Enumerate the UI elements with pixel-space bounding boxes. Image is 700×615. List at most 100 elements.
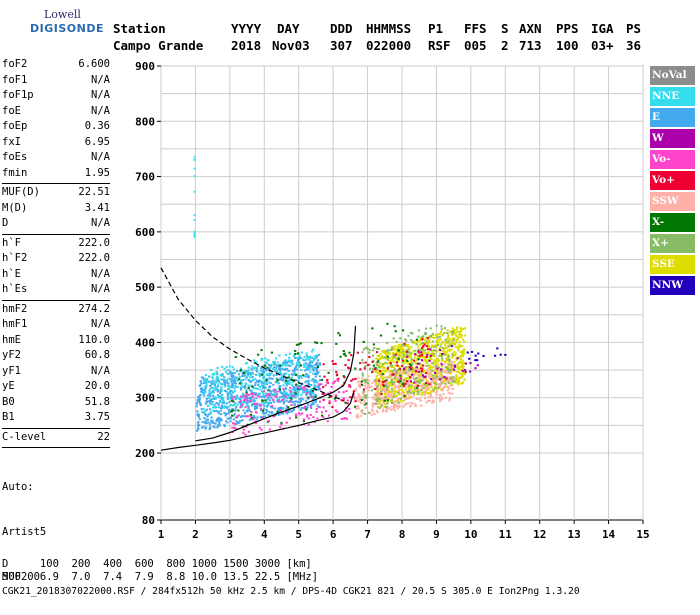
- echo-point: [287, 376, 290, 379]
- echo-point: [456, 381, 459, 384]
- header-value: 03+: [591, 38, 614, 53]
- echo-point: [460, 361, 463, 364]
- echo-point: [456, 364, 459, 367]
- echo-point: [208, 393, 211, 396]
- echo-point: [399, 372, 402, 374]
- echo-point: [227, 412, 230, 415]
- echo-point: [307, 380, 310, 382]
- echo-point: [446, 366, 449, 369]
- echo-point: [216, 375, 219, 378]
- echo-point: [264, 386, 267, 389]
- echo-point: [246, 397, 249, 400]
- echo-point: [359, 395, 362, 398]
- echo-point: [212, 406, 215, 409]
- echo-point: [428, 341, 431, 344]
- echo-point: [375, 370, 378, 373]
- echo-point: [402, 354, 405, 357]
- echo-point: [432, 388, 435, 391]
- echo-point: [317, 385, 320, 388]
- echo-point: [264, 412, 267, 415]
- echo-point: [438, 369, 441, 372]
- echo-point: [318, 384, 321, 387]
- echo-point: [464, 373, 467, 375]
- legend-item: Vo+: [650, 171, 695, 190]
- echo-point: [380, 371, 383, 374]
- echo-point: [378, 369, 381, 372]
- echo-point: [409, 380, 412, 383]
- echo-point: [417, 389, 420, 392]
- echo-point: [264, 387, 267, 390]
- echo-point: [312, 399, 315, 402]
- echo-point: [273, 390, 276, 392]
- echo-point: [325, 410, 328, 413]
- echo-point: [214, 387, 217, 390]
- echo-point: [414, 370, 417, 373]
- echo-point: [236, 394, 239, 397]
- echo-point: [365, 387, 368, 390]
- echo-point: [446, 378, 449, 381]
- echo-point: [394, 371, 397, 374]
- echo-point: [364, 404, 367, 406]
- echo-point: [410, 383, 414, 386]
- echo-point: [285, 394, 288, 397]
- echo-point: [476, 364, 479, 367]
- echo-point: [404, 378, 408, 381]
- echo-point: [203, 411, 206, 414]
- echo-point: [425, 336, 429, 339]
- echo-point: [395, 370, 398, 373]
- echo-point: [361, 409, 364, 412]
- echo-point: [386, 402, 389, 405]
- echo-point: [415, 343, 418, 346]
- echo-point: [265, 383, 268, 386]
- echo-point: [230, 381, 233, 383]
- echo-point: [299, 413, 302, 416]
- echo-point: [453, 370, 456, 373]
- echo-point: [427, 388, 430, 391]
- echo-point: [357, 377, 360, 380]
- echo-point: [378, 391, 381, 394]
- echo-point: [331, 406, 334, 408]
- echo-point: [422, 383, 425, 386]
- echo-point: [307, 383, 310, 386]
- echo-point: [391, 358, 394, 361]
- echo-point: [371, 381, 374, 384]
- echo-point: [426, 337, 429, 340]
- echo-point: [419, 389, 422, 392]
- echo-point: [366, 347, 369, 350]
- echo-point: [391, 352, 394, 355]
- echo-point: [301, 412, 304, 415]
- echo-point: [432, 355, 435, 358]
- echo-point: [380, 399, 383, 402]
- echo-point: [380, 372, 383, 375]
- echo-point: [278, 387, 281, 390]
- echo-point: [401, 383, 404, 386]
- echo-point: [439, 368, 443, 371]
- echo-point: [397, 349, 400, 352]
- echo-point: [266, 401, 269, 404]
- echo-point: [311, 389, 314, 392]
- echo-point: [406, 392, 409, 395]
- echo-point: [397, 378, 400, 381]
- echo-point: [263, 380, 266, 383]
- echo-point: [248, 409, 251, 412]
- echo-point: [443, 371, 446, 374]
- echo-point: [274, 395, 277, 398]
- echo-point: [272, 400, 276, 403]
- echo-point: [279, 410, 282, 413]
- echo-point: [323, 375, 326, 378]
- echo-point: [450, 370, 453, 373]
- echo-point: [216, 418, 219, 421]
- echo-point: [414, 404, 417, 407]
- echo-point: [364, 382, 367, 385]
- echo-point: [449, 372, 452, 375]
- echo-point: [446, 389, 449, 392]
- echo-point: [201, 376, 204, 379]
- echo-point: [448, 399, 451, 402]
- echo-point: [242, 373, 245, 375]
- echo-point: [374, 384, 377, 387]
- echo-point: [418, 368, 421, 371]
- echo-point: [422, 371, 425, 374]
- echo-point: [422, 378, 425, 381]
- echo-point: [439, 348, 442, 351]
- echo-point: [409, 397, 412, 400]
